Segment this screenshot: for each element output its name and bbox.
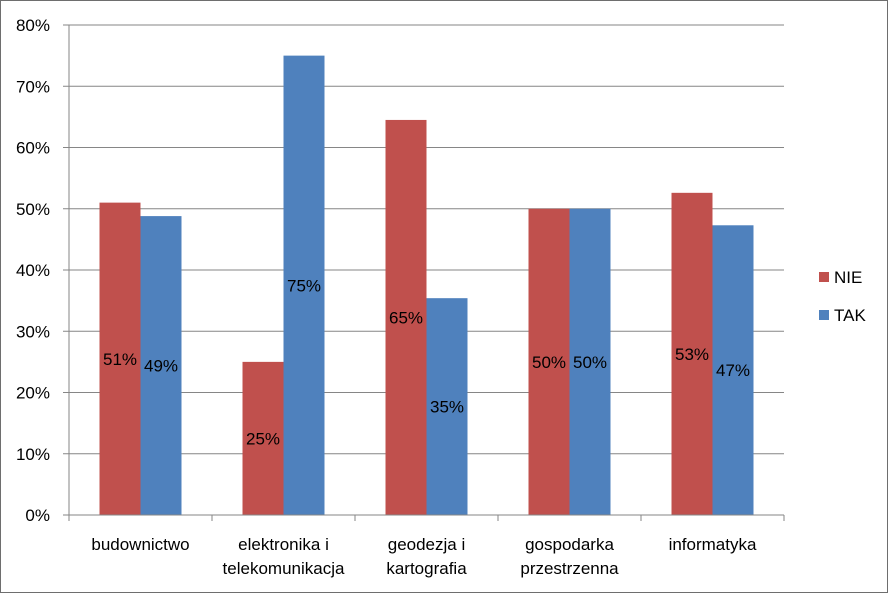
y-tick-label: 80%: [16, 16, 50, 35]
x-category-label: przestrzenna: [520, 559, 619, 578]
data-label: 35%: [430, 398, 464, 417]
y-tick-label: 10%: [16, 445, 50, 464]
data-label: 25%: [246, 429, 280, 448]
bar-tak: [712, 225, 754, 515]
x-category-label: elektronika i: [238, 535, 329, 554]
data-label: 47%: [716, 361, 750, 380]
data-label: 75%: [287, 276, 321, 295]
legend-label: NIE: [834, 268, 862, 287]
bar-tak: [426, 298, 468, 515]
x-category-label: gospodarka: [525, 535, 614, 554]
y-tick-label: 0%: [25, 506, 50, 525]
x-category-label: budownictwo: [91, 535, 189, 554]
data-label: 50%: [573, 353, 607, 372]
bar-nie: [242, 361, 284, 515]
bar-nie: [385, 119, 427, 515]
y-tick-label: 40%: [16, 261, 50, 280]
bar-nie: [671, 192, 713, 515]
bar-tak: [283, 55, 325, 515]
data-label: 49%: [144, 357, 178, 376]
bar-tak: [569, 208, 611, 515]
bar-nie: [528, 208, 570, 515]
legend-label: TAK: [834, 306, 866, 325]
data-label: 53%: [675, 345, 709, 364]
y-tick-label: 20%: [16, 384, 50, 403]
x-category-label: geodezja i: [388, 535, 466, 554]
x-category-label: telekomunikacja: [223, 559, 345, 578]
bar-nie: [99, 202, 141, 515]
legend: NIE TAK: [819, 268, 866, 325]
data-label: 65%: [389, 308, 423, 327]
data-label: 51%: [103, 350, 137, 369]
legend-swatch-nie: [819, 272, 829, 282]
x-category-label: kartografia: [386, 559, 467, 578]
y-axis: 0% 10% 20% 30% 40% 50% 60% 70% 80%: [16, 16, 70, 525]
y-tick-label: 30%: [16, 322, 50, 341]
bar-tak: [140, 216, 182, 515]
x-category-label: informatyka: [669, 535, 757, 554]
y-tick-label: 70%: [16, 77, 50, 96]
y-tick-label: 50%: [16, 200, 50, 219]
x-axis: budownictwo elektronika i telekomunikacja g…: [68, 514, 785, 578]
legend-swatch-tak: [819, 310, 829, 320]
data-label: 50%: [532, 353, 566, 372]
y-tick-label: 60%: [16, 139, 50, 158]
bars: 51% 49% 25% 75% 65% 35% 50% 50% 53% 47%: [99, 55, 754, 515]
